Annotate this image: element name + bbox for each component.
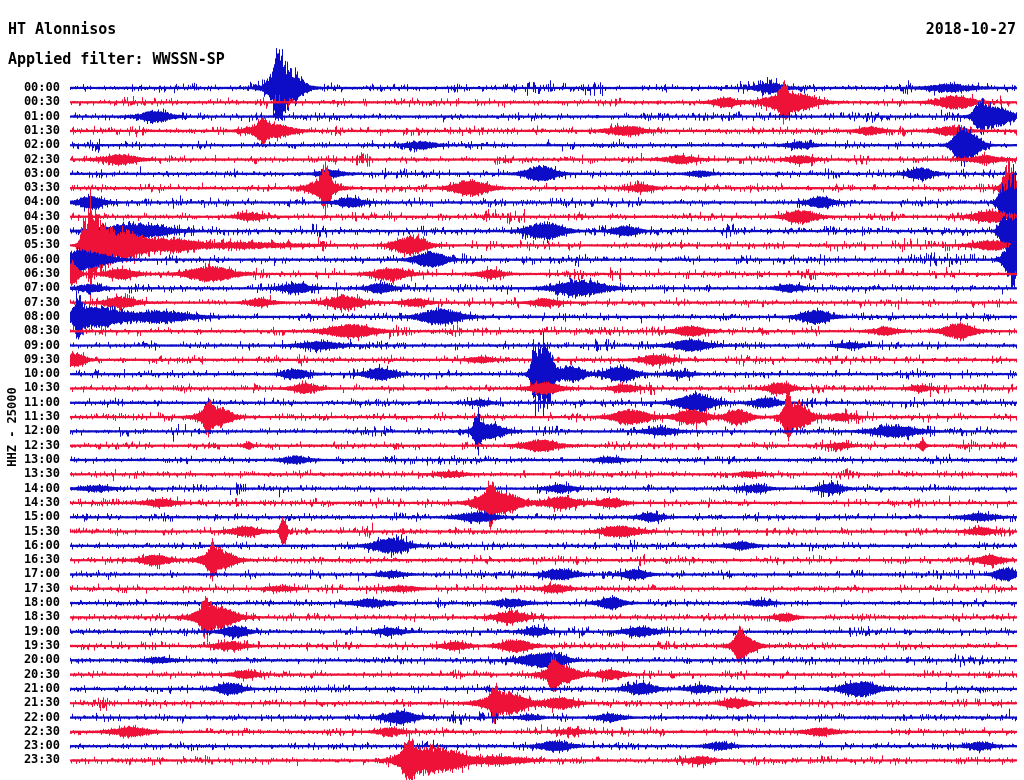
- trace-time-label: 22:00: [0, 711, 60, 724]
- trace-time-label: 16:00: [0, 539, 60, 552]
- trace-time-label: 17:30: [0, 582, 60, 595]
- trace-time-label: 02:00: [0, 138, 60, 151]
- trace-time-label: 23:00: [0, 739, 60, 752]
- seismogram-traces-canvas: [0, 0, 1024, 780]
- trace-time-label: 16:30: [0, 553, 60, 566]
- trace-time-label: 19:30: [0, 639, 60, 652]
- trace-time-label: 04:30: [0, 210, 60, 223]
- trace-time-label: 03:00: [0, 167, 60, 180]
- trace-time-label: 18:00: [0, 596, 60, 609]
- trace-time-label: 01:00: [0, 110, 60, 123]
- trace-time-label: 20:00: [0, 653, 60, 666]
- trace-time-label: 17:00: [0, 567, 60, 580]
- trace-time-label: 23:30: [0, 753, 60, 766]
- trace-time-label: 14:00: [0, 482, 60, 495]
- trace-time-label: 05:00: [0, 224, 60, 237]
- trace-time-label: 07:30: [0, 296, 60, 309]
- trace-time-label: 02:30: [0, 153, 60, 166]
- applied-filter-label: Applied filter: WWSSN-SP: [8, 52, 225, 67]
- trace-time-label: 19:00: [0, 625, 60, 638]
- trace-time-label: 00:30: [0, 95, 60, 108]
- trace-time-label: 21:00: [0, 682, 60, 695]
- trace-time-label: 18:30: [0, 610, 60, 623]
- trace-time-label: 09:30: [0, 353, 60, 366]
- station-name: HT Alonnisos: [8, 22, 116, 37]
- plot-date: 2018-10-27: [926, 22, 1016, 37]
- trace-time-label: 21:30: [0, 696, 60, 709]
- trace-time-label: 09:00: [0, 339, 60, 352]
- helicorder-page: 00:0000:30 01:0001:3002:00 02:3003:0003:30…: [0, 0, 1024, 780]
- trace-time-label: 13:30: [0, 467, 60, 480]
- trace-time-label: 06:30: [0, 267, 60, 280]
- trace-time-label: 15:30: [0, 525, 60, 538]
- trace-time-label: 08:30: [0, 324, 60, 337]
- channel-scale-label: HHZ - 25000: [6, 387, 18, 466]
- trace-time-label: 10:00: [0, 367, 60, 380]
- trace-time-label: 20:30: [0, 668, 60, 681]
- trace-time-label: 03:30: [0, 181, 60, 194]
- trace-time-label: 15:00: [0, 510, 60, 523]
- trace-time-label: 01:30: [0, 124, 60, 137]
- trace-time-label: 08:00: [0, 310, 60, 323]
- trace-time-label: 04:00: [0, 195, 60, 208]
- trace-time-label: 07:00: [0, 281, 60, 294]
- trace-time-label: 14:30: [0, 496, 60, 509]
- trace-time-label: 00:00: [0, 81, 60, 94]
- trace-time-label: 06:00: [0, 253, 60, 266]
- trace-time-label: 22:30: [0, 725, 60, 738]
- trace-time-label: 05:30: [0, 238, 60, 251]
